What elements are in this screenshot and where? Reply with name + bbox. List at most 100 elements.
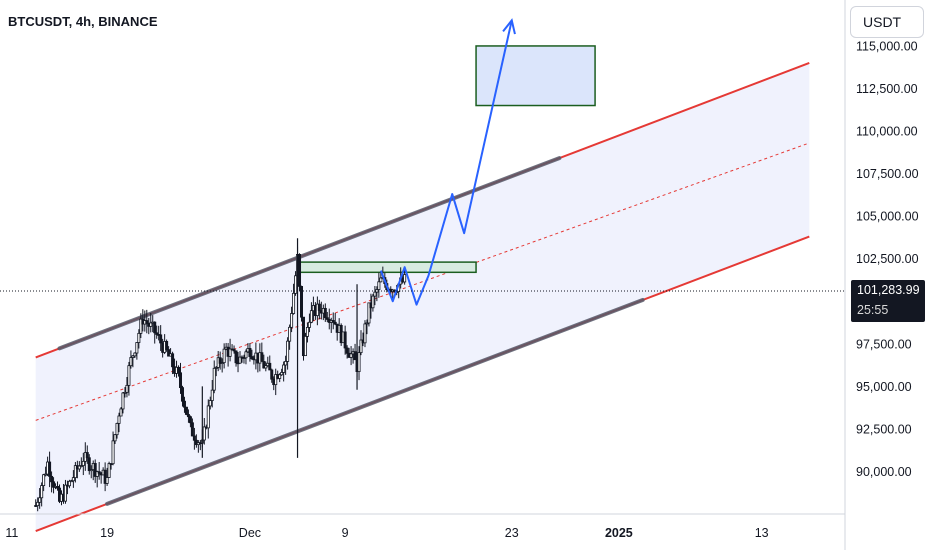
candle-47: [127, 361, 131, 396]
candle-body-146: [323, 307, 327, 319]
projection-path: [379, 20, 513, 306]
candle-body-90: [212, 367, 216, 391]
candle-119: [270, 368, 274, 383]
projection-layer: [379, 18, 516, 306]
candle-body-127: [286, 340, 290, 362]
candle-body-42: [117, 415, 121, 424]
target-zone: [475, 45, 596, 107]
candle-body-43: [119, 408, 123, 417]
candle-body-45: [123, 391, 127, 394]
candle-body-22: [77, 465, 81, 470]
candle-body-37: [107, 463, 111, 478]
candle-body-1: [36, 501, 40, 507]
trendline-touch-1: [140, 255, 300, 319]
candle-44: [121, 392, 125, 414]
candle-124: [280, 368, 284, 376]
price-tick-1: 112,500.00: [856, 82, 918, 96]
candle-2: [38, 488, 42, 509]
candle-body-118: [268, 362, 272, 371]
candle-body-157: [345, 347, 349, 354]
candle-body-109: [250, 356, 254, 360]
candle-56: [145, 309, 149, 334]
candle-body-186: [403, 274, 407, 283]
candle-170: [371, 293, 375, 312]
candle-body-124: [280, 372, 284, 376]
candle-body-39: [111, 440, 115, 465]
candle-108: [248, 343, 252, 362]
time-axis[interactable]: 11 19 Dec 9 23 2025 13: [5, 526, 768, 540]
candle-67: [167, 346, 171, 357]
candle-body-44: [121, 392, 125, 410]
candle-body-139: [309, 310, 313, 323]
candle-body-121: [274, 374, 278, 386]
candle-body-147: [325, 317, 329, 320]
candle-body-115: [262, 361, 266, 369]
candle-body-91: [214, 367, 218, 369]
candle-159: [349, 346, 353, 366]
candle-123: [278, 373, 282, 383]
candle-body-60: [153, 321, 157, 334]
candle-118: [268, 355, 272, 371]
candle-body-163: [357, 352, 361, 372]
candle-186: [403, 268, 407, 285]
candle-body-18: [69, 480, 73, 483]
channel-middle-line: [35, 142, 810, 421]
candle-body-101: [234, 350, 238, 364]
candle-body-58: [149, 322, 153, 327]
candle-134: [300, 285, 304, 322]
candle-body-69: [171, 353, 175, 368]
currency-unit-button[interactable]: USDT: [850, 6, 924, 38]
candle-body-30: [93, 463, 97, 477]
time-tick-6: 13: [755, 526, 769, 540]
candle-43: [119, 407, 123, 417]
candle-body-50: [133, 352, 137, 357]
candle-46: [125, 377, 129, 398]
candle-body-36: [105, 477, 109, 484]
candle-body-49: [131, 355, 135, 358]
chart-title: BTCUSDT, 4h, BINANCE: [8, 14, 158, 29]
candle-19: [71, 470, 75, 488]
candle-5: [44, 466, 48, 477]
candle-106: [244, 349, 248, 365]
zones-layer: [296, 45, 596, 274]
candle-body-4: [42, 474, 46, 486]
candle-body-156: [343, 331, 347, 349]
candle-body-3: [40, 485, 44, 499]
candle-body-108: [248, 348, 252, 357]
candle-body-75: [182, 400, 186, 408]
trendline-touch-3: [105, 297, 645, 506]
candle-121: [274, 368, 278, 396]
price-tick-2: 110,000.00: [856, 125, 918, 139]
candle-body-116: [264, 365, 268, 369]
candle-body-126: [284, 361, 288, 366]
candle-151: [333, 312, 337, 326]
candle-79: [190, 418, 194, 437]
candle-9: [52, 477, 56, 494]
candle-73: [179, 362, 183, 394]
candle-101: [234, 350, 238, 367]
price-axis[interactable]: 115,000.00 112,500.00 110,000.00 107,500.00…: [856, 39, 919, 478]
time-tick-2: Dec: [239, 526, 261, 540]
candle-body-52: [137, 332, 141, 343]
candle-body-66: [165, 340, 169, 351]
candle-body-131: [294, 275, 298, 294]
candle-61: [155, 325, 159, 339]
candle-40: [113, 434, 117, 444]
candle-156: [343, 325, 347, 355]
candle-body-20: [73, 465, 77, 479]
candle-body-161: [353, 351, 357, 361]
candle-body-51: [135, 342, 139, 354]
price-tick-0: 115,000.00: [856, 39, 918, 53]
candle-body-73: [179, 372, 183, 389]
candle-37: [107, 461, 111, 478]
candle-168: [367, 302, 371, 327]
candle-body-28: [89, 469, 93, 472]
candle-137: [305, 322, 309, 343]
candle-body-125: [282, 364, 286, 373]
candle-body-32: [97, 471, 101, 474]
candle-body-8: [50, 475, 54, 483]
candle-body-164: [359, 339, 363, 354]
candle-body-19: [71, 477, 75, 482]
trendline-touch-2: [295, 156, 562, 260]
